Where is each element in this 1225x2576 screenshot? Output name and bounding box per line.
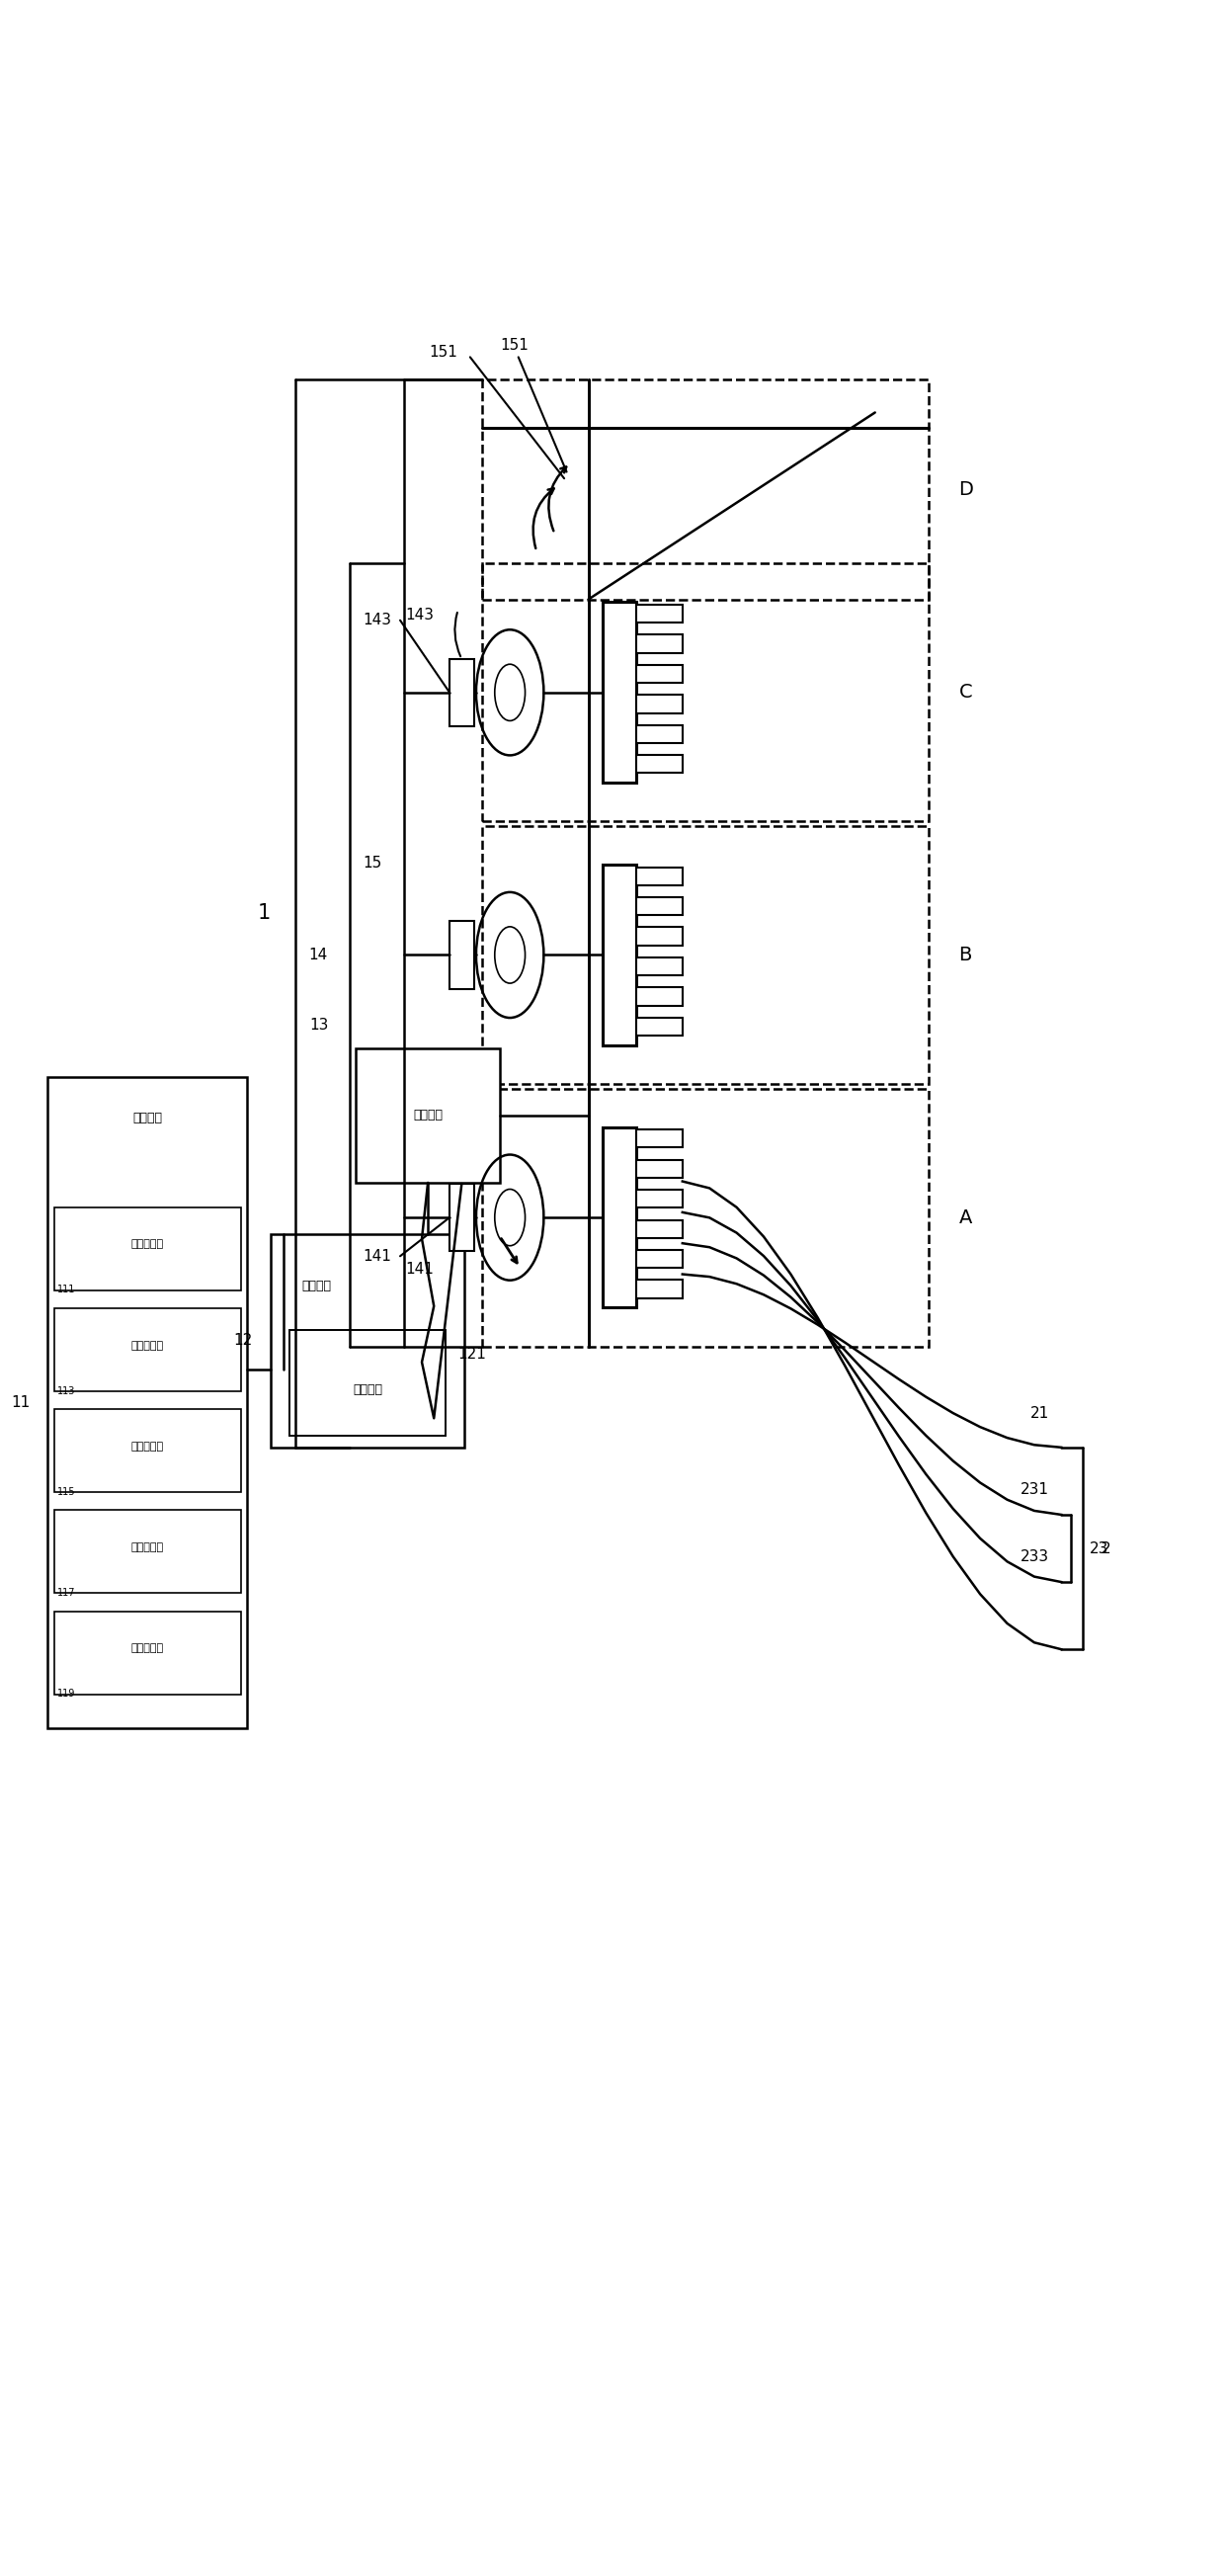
Text: 141: 141 [363, 1249, 392, 1265]
Text: 检测单元: 检测单元 [132, 1110, 162, 1123]
Text: 14: 14 [309, 948, 328, 963]
Bar [637, 724, 682, 742]
Bar [54, 1510, 241, 1592]
Bar [483, 827, 929, 1084]
Text: 151: 151 [500, 337, 529, 353]
Text: 143: 143 [405, 608, 434, 623]
Bar [603, 866, 637, 1046]
Text: 119: 119 [58, 1690, 76, 1698]
Bar [637, 896, 682, 914]
Text: B: B [959, 945, 971, 963]
Bar [637, 927, 682, 945]
Bar [637, 665, 682, 683]
Text: 23: 23 [1089, 1540, 1109, 1556]
Bar [637, 634, 682, 652]
Text: 113: 113 [58, 1386, 76, 1396]
Bar [637, 1128, 682, 1149]
Text: 111: 111 [58, 1285, 76, 1296]
Text: 13: 13 [310, 1018, 328, 1033]
Text: 1: 1 [258, 904, 271, 922]
Bar [483, 1090, 929, 1347]
Bar [637, 1249, 682, 1267]
Text: 控制单元: 控制单元 [303, 1280, 332, 1293]
Text: 第五传感器: 第五传感器 [131, 1643, 164, 1654]
Bar [603, 603, 637, 783]
Text: 231: 231 [1020, 1481, 1050, 1497]
Text: D: D [959, 479, 974, 500]
Bar [450, 659, 474, 726]
Text: 115: 115 [58, 1486, 76, 1497]
Bar [637, 1159, 682, 1177]
Text: 11: 11 [11, 1396, 29, 1409]
Text: 121: 121 [458, 1347, 486, 1360]
Text: 第三传感器: 第三传感器 [131, 1443, 164, 1450]
Text: 141: 141 [405, 1262, 434, 1278]
Bar [637, 958, 682, 976]
Text: 15: 15 [363, 855, 382, 871]
Text: 第四传感器: 第四传感器 [131, 1543, 164, 1553]
Text: 117: 117 [58, 1587, 76, 1597]
Bar [637, 1190, 682, 1208]
Bar [637, 1018, 682, 1036]
Text: 233: 233 [1020, 1548, 1050, 1564]
Bar [54, 1309, 241, 1391]
Bar [483, 379, 929, 600]
Bar [54, 1409, 241, 1492]
Bar [48, 1077, 247, 1728]
Bar [603, 1128, 637, 1309]
Bar [637, 605, 682, 623]
Bar [637, 987, 682, 1005]
Text: 第一传感器: 第一传感器 [131, 1239, 164, 1249]
Bar [289, 1329, 446, 1437]
Text: 2: 2 [1101, 1540, 1111, 1556]
Bar [483, 564, 929, 822]
Text: 143: 143 [363, 613, 392, 629]
Text: A: A [959, 1208, 971, 1226]
Bar [54, 1610, 241, 1695]
Bar [450, 922, 474, 989]
Bar [637, 1280, 682, 1298]
Bar [271, 1234, 464, 1448]
Text: 第二传感器: 第二传感器 [131, 1340, 164, 1350]
Bar [637, 696, 682, 714]
Bar [637, 868, 682, 886]
Text: 12: 12 [234, 1334, 252, 1347]
Text: 驱动装置: 驱动装置 [413, 1108, 442, 1121]
Bar [637, 1221, 682, 1239]
Bar [355, 1048, 500, 1182]
Text: 控制模块: 控制模块 [353, 1383, 382, 1396]
Text: 21: 21 [1030, 1406, 1050, 1419]
Bar [450, 1185, 474, 1252]
Text: 151: 151 [430, 345, 458, 361]
Text: C: C [959, 683, 973, 701]
Bar [54, 1208, 241, 1291]
Bar [637, 755, 682, 773]
